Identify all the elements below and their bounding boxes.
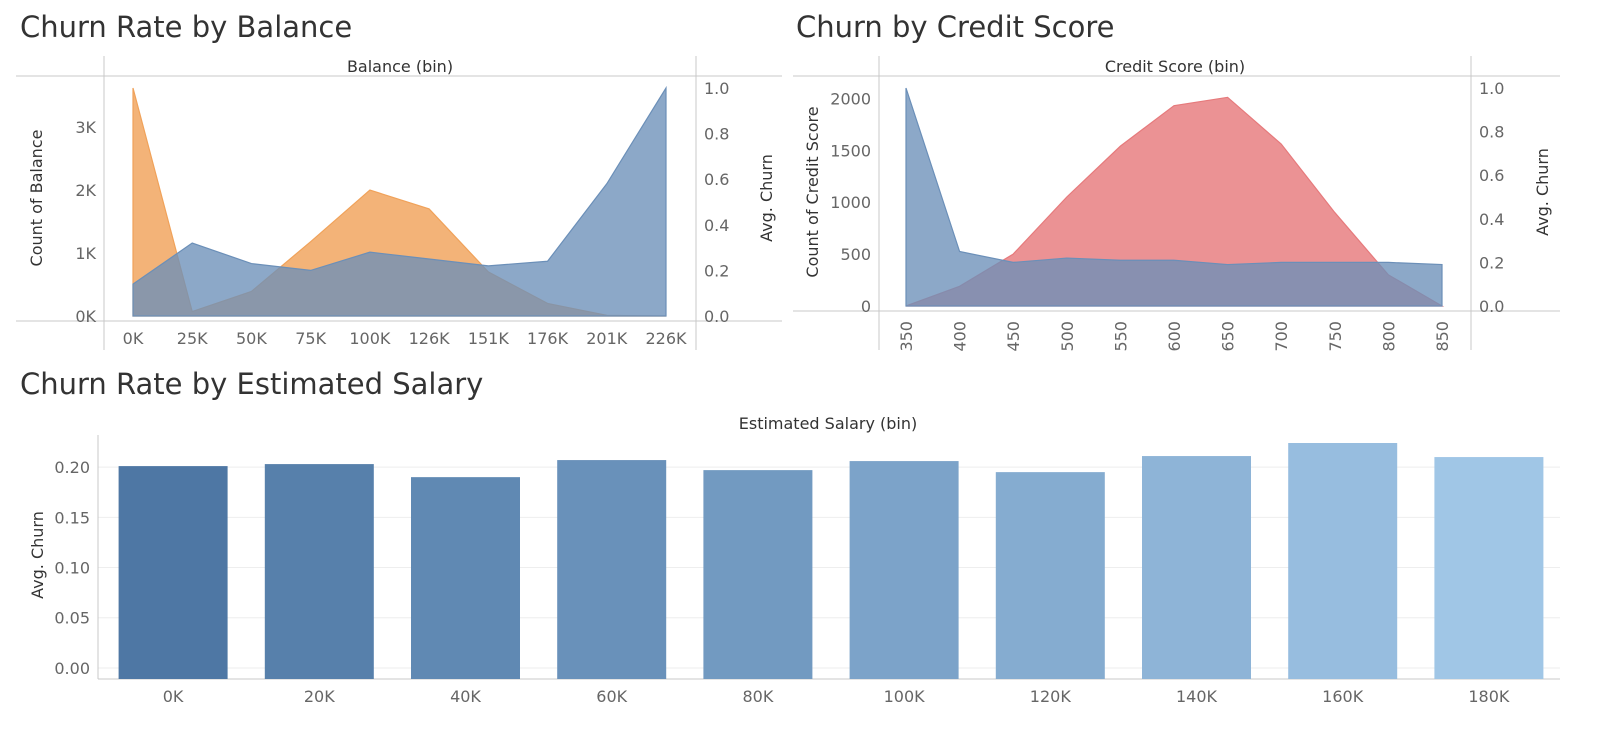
y2-tick-label: 1.0 [704, 79, 729, 98]
credit-chart-title: Churn by Credit Score [796, 10, 1115, 44]
x-tick-label: 400 [951, 321, 970, 352]
x-axis-title: Credit Score (bin) [1105, 57, 1245, 76]
salary-bar [1434, 457, 1544, 679]
y-tick-label: 3K [75, 118, 96, 137]
salary-bar [264, 464, 374, 679]
salary-bar [995, 472, 1105, 679]
x-tick-label: 176K [527, 329, 569, 348]
salary-bar [118, 466, 228, 679]
y-tick-label: 0.00 [54, 659, 90, 678]
y2-tick-label: 0.4 [1479, 210, 1504, 229]
x-tick-label: 226K [645, 329, 687, 348]
x-tick-label: 550 [1111, 321, 1130, 352]
x-tick-label: 100K [349, 329, 391, 348]
salary-bar [1288, 443, 1398, 679]
x-axis-title: Balance (bin) [347, 57, 453, 76]
balance-chart-title: Churn Rate by Balance [20, 10, 353, 44]
salary-chart: Estimated Salary (bin) 0.00 0.05 0.10 0.15 0.… [28, 414, 1560, 706]
x-tick-label: 0K [163, 687, 184, 706]
x-tick-label: 100K [884, 687, 926, 706]
y-tick-label: 1K [75, 244, 96, 263]
y-tick-label: 1000 [830, 193, 871, 212]
x-tick-label: 850 [1433, 321, 1452, 352]
x-tick-label: 650 [1219, 321, 1238, 352]
y2-tick-label: 0.8 [704, 125, 729, 144]
x-tick-label: 140K [1176, 687, 1218, 706]
x-tick-label: 40K [450, 687, 481, 706]
y2-tick-label: 0.8 [1479, 123, 1504, 142]
x-tick-label: 20K [304, 687, 335, 706]
y-tick-label: 1500 [830, 141, 871, 160]
y-tick-label: 0 [861, 297, 871, 316]
x-tick-label: 151K [468, 329, 510, 348]
x-tick-label: 700 [1272, 321, 1291, 352]
salary-bar [557, 460, 667, 679]
x-tick-label: 201K [586, 329, 628, 348]
y2-tick-label: 0.4 [704, 216, 729, 235]
series-area-2 [905, 87, 1443, 307]
series-area-2 [132, 85, 667, 317]
y2-tick-label: 0.2 [704, 261, 729, 280]
x-tick-label: 25K [177, 329, 208, 348]
credit-chart: Credit Score (bin) 0 500 1000 1500 2000 0.0 0.2… [793, 56, 1560, 352]
y-tick-label: 0.20 [54, 458, 90, 477]
y-axis-title: Avg. Churn [28, 511, 47, 599]
x-tick-label: 0K [123, 329, 144, 348]
y-tick-label: 0K [75, 307, 96, 326]
y-tick-label: 0.10 [54, 559, 90, 578]
x-tick-label: 500 [1058, 321, 1077, 352]
x-tick-label: 750 [1326, 321, 1345, 352]
y-tick-label: 0.05 [54, 609, 90, 628]
salary-bar [849, 461, 959, 679]
x-tick-label: 80K [742, 687, 773, 706]
x-tick-label: 800 [1379, 321, 1398, 352]
y2-tick-label: 0.6 [1479, 166, 1504, 185]
y2-axis-title: Avg. Churn [757, 154, 776, 242]
y-tick-label: 2000 [830, 89, 871, 108]
salary-bar [703, 470, 813, 679]
balance-chart: Balance (bin) 0K 1K 2K 3K 0.0 0.2 0.4 0.6 0.8 1.0 0… [16, 56, 782, 350]
x-tick-label: 60K [596, 687, 627, 706]
x-axis-title: Estimated Salary (bin) [739, 414, 917, 433]
y2-tick-label: 0.2 [1479, 253, 1504, 272]
salary-bar [411, 477, 520, 679]
y-tick-label: 2K [75, 181, 96, 200]
x-tick-label: 75K [295, 329, 326, 348]
x-tick-label: 600 [1165, 321, 1184, 352]
y-axis-title: Count of Balance [27, 130, 46, 267]
x-tick-label: 350 [897, 321, 916, 352]
x-tick-label: 160K [1322, 687, 1364, 706]
y-tick-label: 500 [840, 245, 871, 264]
y2-tick-label: 1.0 [1479, 79, 1504, 98]
y2-axis-title: Avg. Churn [1533, 148, 1552, 236]
x-tick-label: 450 [1004, 321, 1023, 352]
y-tick-label: 0.15 [54, 508, 90, 527]
x-tick-label: 50K [236, 329, 267, 348]
y2-tick-label: 0.0 [1479, 297, 1504, 316]
y-axis-title: Count of Credit Score [803, 106, 822, 277]
x-tick-label: 120K [1030, 687, 1072, 706]
x-tick-label: 126K [409, 329, 451, 348]
salary-chart-title: Churn Rate by Estimated Salary [20, 367, 484, 401]
salary-bar [1142, 456, 1251, 679]
y2-tick-label: 0.0 [704, 307, 729, 326]
x-tick-label: 180K [1468, 687, 1510, 706]
y2-tick-label: 0.6 [704, 170, 729, 189]
